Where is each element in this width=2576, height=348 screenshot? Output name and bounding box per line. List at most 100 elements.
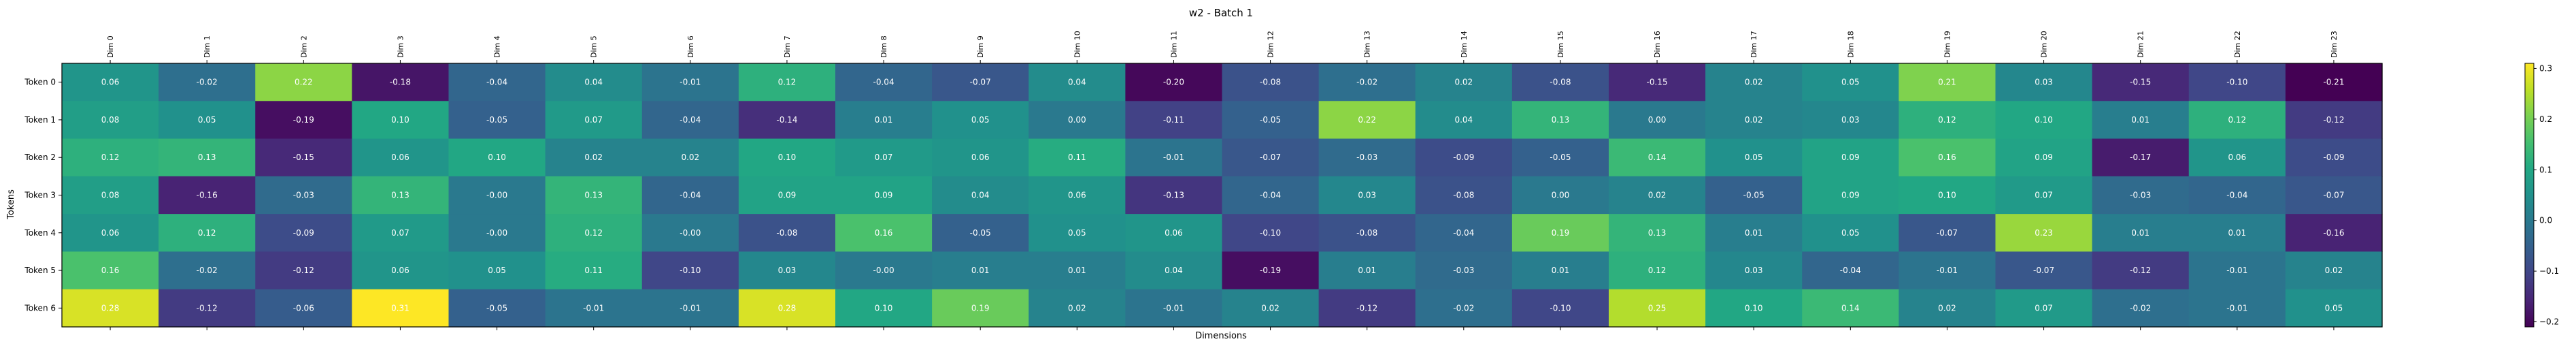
x-tick-label: Dim 20 bbox=[2040, 31, 2049, 58]
heatmap-cell bbox=[2092, 289, 2190, 328]
heatmap-cell-labels: 0.06 -0.02 0.22 -0.18 -0.04 0.04 -0.01 0.12 -0.0… bbox=[101, 78, 2345, 313]
heatmap-cell-label: 0.02 bbox=[1745, 115, 1763, 125]
heatmap-cell bbox=[2092, 251, 2190, 290]
heatmap-cell-label: 0.10 bbox=[391, 115, 409, 125]
heatmap-cell-label: -0.06 bbox=[293, 303, 314, 313]
heatmap-cell-label: 0.03 bbox=[1745, 266, 1763, 275]
heatmap-cell bbox=[2285, 289, 2383, 328]
x-axis-label: Dimensions bbox=[1195, 331, 1247, 341]
heatmap-cell bbox=[1511, 138, 1609, 177]
y-tick-label: Token 5 bbox=[24, 266, 56, 275]
heatmap-cell-label: -0.05 bbox=[1260, 115, 1281, 125]
heatmap-cell-label: -0.07 bbox=[1260, 153, 1281, 162]
heatmap-cell bbox=[1222, 251, 1320, 290]
heatmap-cell bbox=[1802, 214, 1899, 253]
heatmap-cell bbox=[158, 289, 256, 328]
y-tick-label: Token 3 bbox=[24, 191, 56, 200]
heatmap-cell bbox=[1511, 214, 1609, 253]
heatmap-cell-label: -0.01 bbox=[1163, 153, 1184, 162]
heatmap-cell-label: 0.02 bbox=[584, 153, 603, 162]
heatmap-cell bbox=[1318, 138, 1416, 177]
heatmap-cell-label: 0.05 bbox=[1841, 78, 1860, 87]
heatmap-cell-label: -0.17 bbox=[2130, 153, 2151, 162]
heatmap-cell-label: -0.21 bbox=[2323, 78, 2344, 87]
heatmap-cell-label: 0.07 bbox=[875, 153, 893, 162]
heatmap-cell bbox=[545, 138, 643, 177]
heatmap-cell bbox=[158, 176, 256, 215]
x-tick-label: Dim 17 bbox=[1750, 31, 1758, 58]
heatmap-cell bbox=[1125, 214, 1223, 253]
heatmap-cell bbox=[2188, 176, 2286, 215]
heatmap-cell-label: 0.05 bbox=[488, 266, 506, 275]
x-tick-label: Dim 9 bbox=[976, 35, 985, 58]
heatmap-cell bbox=[835, 251, 933, 290]
heatmap-cell bbox=[1609, 101, 1706, 140]
heatmap-cell bbox=[1415, 251, 1513, 290]
heatmap-cell bbox=[158, 63, 256, 101]
heatmap-cell-label: 0.09 bbox=[2035, 153, 2053, 162]
heatmap-cell-label: -0.10 bbox=[1550, 303, 1571, 313]
heatmap-cell-label: -0.19 bbox=[1260, 266, 1281, 275]
heatmap-cell bbox=[448, 214, 546, 253]
heatmap-cell bbox=[738, 214, 836, 253]
heatmap-cell-label: 0.07 bbox=[2035, 191, 2053, 200]
heatmap-cell-label: -0.01 bbox=[680, 303, 701, 313]
heatmap-cell-label: 0.06 bbox=[2228, 153, 2246, 162]
heatmap-cell bbox=[1898, 251, 1996, 290]
colorbar-tick-label: 0.3 bbox=[2539, 63, 2552, 73]
heatmap-cell-label: 0.02 bbox=[2325, 266, 2343, 275]
heatmap-cell-label: 0.07 bbox=[2035, 303, 2053, 313]
heatmap-cell-label: -0.02 bbox=[1356, 78, 1377, 87]
heatmap-cell bbox=[1802, 63, 1899, 101]
heatmap-cell bbox=[1028, 176, 1126, 215]
heatmap-cell bbox=[932, 176, 1029, 215]
heatmap-cell-label: -0.09 bbox=[1453, 153, 1474, 162]
heatmap-cell-label: 0.00 bbox=[1648, 115, 1667, 125]
heatmap-cell bbox=[738, 101, 836, 140]
heatmap-cell bbox=[2285, 101, 2383, 140]
heatmap-cell-label: 0.03 bbox=[1358, 191, 1376, 200]
heatmap-cell bbox=[158, 101, 256, 140]
y-axis-ticks: Token 0 Token 1 Token 2 Token 3 Token 4 Token… bbox=[24, 78, 62, 313]
heatmap-cell bbox=[1802, 101, 1899, 140]
colorbar-ticks: −0.2 −0.1 0.0 0.1 0.2 0.3 bbox=[2534, 63, 2559, 327]
heatmap-cell-label: 0.01 bbox=[1358, 266, 1376, 275]
x-tick-label: Dim 2 bbox=[299, 35, 308, 58]
heatmap-cell bbox=[352, 251, 450, 290]
heatmap-cell-label: 0.19 bbox=[1552, 228, 1570, 238]
heatmap-cell bbox=[1318, 214, 1416, 253]
heatmap-cell-label: 0.01 bbox=[1745, 228, 1763, 238]
heatmap-cell-label: 0.01 bbox=[2228, 228, 2246, 238]
heatmap-cell-label: -0.01 bbox=[583, 303, 604, 313]
colorbar-tick-label: 0.2 bbox=[2539, 114, 2552, 124]
heatmap-cell-label: -0.02 bbox=[2130, 303, 2151, 313]
heatmap-cell-label: -0.05 bbox=[1743, 191, 1764, 200]
x-tick-label: Dim 4 bbox=[493, 35, 502, 58]
heatmap-cell bbox=[641, 176, 739, 215]
x-tick-label: Dim 14 bbox=[1460, 31, 1469, 58]
heatmap-cells bbox=[62, 63, 2383, 328]
y-tick-label: Token 2 bbox=[24, 153, 56, 162]
heatmap-cell bbox=[448, 101, 546, 140]
heatmap-cell bbox=[1898, 63, 1996, 101]
heatmap-cell bbox=[2285, 214, 2383, 253]
heatmap-cell-label: 0.04 bbox=[1165, 266, 1183, 275]
heatmap-cell bbox=[2188, 63, 2286, 101]
heatmap-cell bbox=[1028, 101, 1126, 140]
heatmap-cell bbox=[448, 138, 546, 177]
heatmap-cell bbox=[2092, 101, 2190, 140]
heatmap-cell-label: 0.16 bbox=[1938, 153, 1956, 162]
heatmap-cell-label: 0.14 bbox=[1841, 303, 1860, 313]
heatmap-cell-label: 0.10 bbox=[2035, 115, 2053, 125]
heatmap-cell-label: 0.12 bbox=[2228, 115, 2246, 125]
heatmap-cell-label: 0.19 bbox=[971, 303, 990, 313]
heatmap-cell-label: -0.05 bbox=[486, 303, 507, 313]
heatmap-cell bbox=[1802, 289, 1899, 328]
x-tick-label: Dim 8 bbox=[880, 35, 888, 58]
heatmap-cell bbox=[545, 251, 643, 290]
heatmap-cell-label: 0.01 bbox=[1068, 266, 1086, 275]
heatmap-cell bbox=[1318, 251, 1416, 290]
x-tick-label: Dim 22 bbox=[2233, 31, 2242, 58]
heatmap-cell bbox=[352, 214, 450, 253]
heatmap-cell-label: -0.09 bbox=[293, 228, 314, 238]
